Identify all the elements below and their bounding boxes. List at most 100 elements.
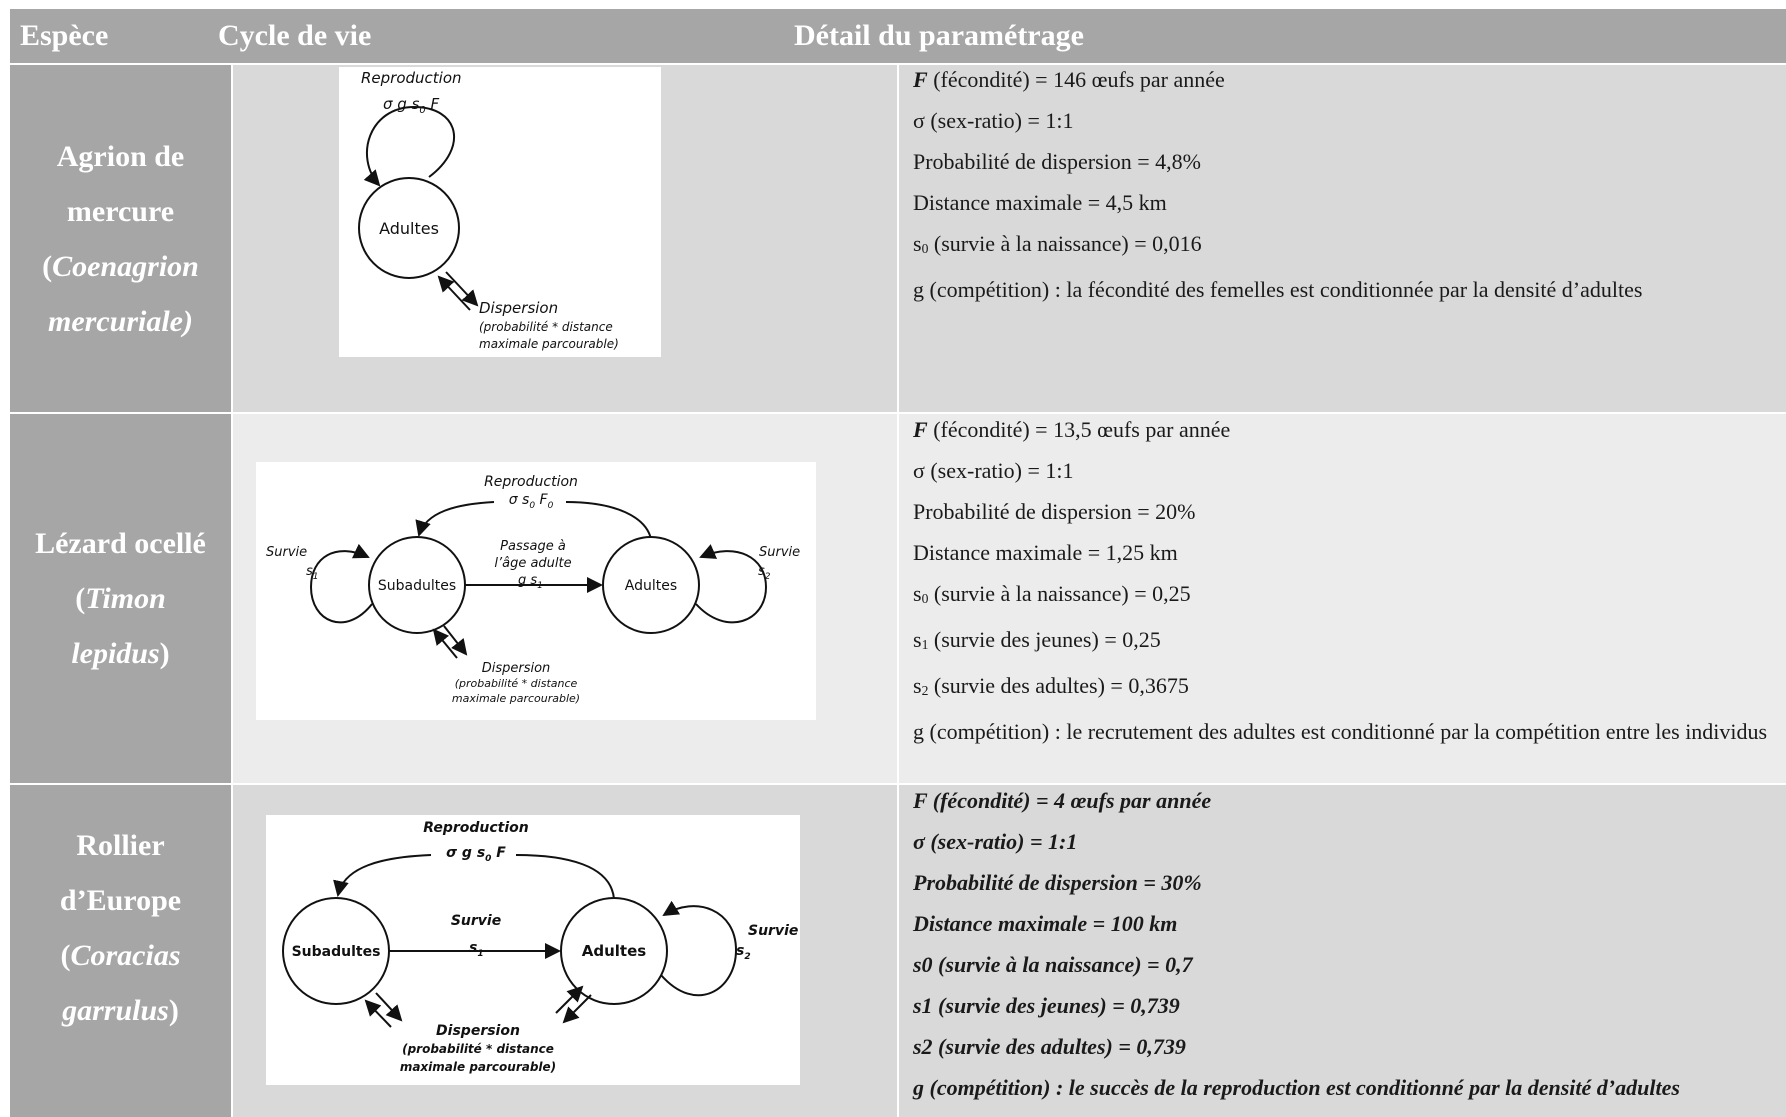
subadults-label: Subadultes	[378, 578, 456, 594]
dispersion-label: Dispersion	[436, 1023, 520, 1039]
species-scientific-name: lepidus	[71, 637, 160, 670]
dispersion-arrow-in-adults	[555, 985, 584, 1014]
dispersion-arrow-out-adults	[562, 994, 592, 1024]
species-cell: Agrion de mercure (Coenagrion mercuriale…	[10, 65, 231, 412]
life-cycle-cell: Reproduction σ s0 F0 Subadultes Adultes …	[233, 414, 897, 783]
survival-rate-left: s1	[306, 564, 319, 582]
adults-node	[602, 536, 700, 634]
reproduction-arrow	[333, 854, 432, 897]
species-name-line: Agrion de	[56, 139, 185, 173]
species-scientific-name: Coracias	[70, 939, 181, 972]
species-paren: (	[60, 939, 71, 972]
reproduction-arrow	[415, 501, 495, 537]
reproduction-arrow	[363, 105, 456, 187]
survival-label-left: Survie	[266, 545, 307, 560]
species-name-line: d’Europe	[59, 884, 182, 917]
species-paren: (	[75, 582, 86, 615]
param-line: g (compétition) : le recrutement des adu…	[913, 719, 1768, 744]
header-species: Espèce	[20, 19, 109, 52]
life-cycle-diagram: Reproduction σ g s0 F Adultes Dispersion…	[339, 67, 661, 357]
survival-rate-right: s2	[736, 943, 751, 962]
maturation-formula: g s1	[518, 573, 543, 591]
species-scientific-name: Timon	[85, 582, 166, 615]
survival-label-right: Survie	[748, 923, 798, 939]
param-line: F (fécondité) = 146 œufs par année	[913, 67, 1225, 92]
dispersion-detail: (probabilité * distance	[455, 677, 578, 690]
dispersion-arrow-out	[375, 992, 403, 1022]
life-cycle-cell: Reproduction σ g s0 F Subadultes Adultes…	[233, 785, 897, 1117]
adults-label: Adultes	[379, 219, 439, 238]
dispersion-arrow-in	[437, 275, 471, 311]
param-line: s0 (survie à la naissance) = 0,016	[913, 231, 1202, 256]
param-line: Probabilité de dispersion = 4,8%	[913, 149, 1201, 174]
life-cycle-cell: Reproduction σ g s0 F Adultes Dispersion…	[233, 65, 897, 412]
adults-node	[560, 897, 668, 1005]
species-cell: Rollier d’Europe (Coracias garrulus)	[10, 785, 231, 1117]
species-paren: (	[42, 249, 53, 283]
species-name-line: mercure	[66, 194, 175, 228]
reproduction-label: Reproduction	[423, 820, 529, 836]
param-line: g (compétition) : le succès de la reprod…	[913, 1075, 1680, 1100]
param-line: s0 (survie à la naissance) = 0,7	[913, 952, 1193, 977]
life-cycle-diagram-svg: Reproduction σ g s0 F Subadultes Adultes…	[282, 820, 798, 1074]
reproduction-formula: σ g s0 F	[446, 845, 506, 864]
reproduction-formula: σ s0 F0	[509, 492, 554, 511]
table-header: Espèce Cycle de vie Détail du paramétrag…	[10, 9, 1786, 63]
param-line: g (compétition) : la fécondité des femel…	[913, 277, 1643, 302]
life-cycle-diagram-svg: Reproduction σ g s0 F Adultes Dispersion…	[358, 69, 619, 351]
adults-label: Adultes	[625, 578, 677, 594]
parameters-cell: F (fécondité) = 4 œufs par année σ (sex-…	[899, 785, 1786, 1117]
parameters-cell: F (fécondité) = 146 œufs par année σ (se…	[899, 65, 1786, 412]
dispersion-arrow-in	[364, 999, 392, 1028]
adults-label: Adultes	[582, 942, 647, 960]
param-line: Distance maximale = 4,5 km	[913, 190, 1167, 215]
survival-label-right: Survie	[759, 545, 800, 560]
param-line: Probabilité de dispersion = 20%	[913, 499, 1196, 524]
survival-label-mid: Survie	[451, 913, 501, 929]
param-line: Distance maximale = 100 km	[913, 911, 1178, 936]
passage-label: Passage à	[500, 539, 566, 554]
subadults-label: Subadultes	[292, 944, 381, 960]
param-line: s0 (survie à la naissance) = 0,25	[913, 581, 1191, 606]
reproduction-arrow-tail	[515, 854, 615, 900]
parameters-list: F (fécondité) = 146 œufs par année σ (se…	[913, 65, 1786, 310]
dispersion-detail: (probabilité * distance	[402, 1042, 554, 1056]
dispersion-detail: maximale parcourable)	[400, 1060, 556, 1074]
param-line: s1 (survie des jeunes) = 0,25	[913, 627, 1161, 652]
param-line: σ (sex-ratio) = 1:1	[913, 829, 1078, 854]
species-name-line: Lézard ocellé	[35, 527, 206, 560]
header-life-cycle: Cycle de vie	[218, 19, 372, 52]
parameters-list: F (fécondité) = 4 œufs par année σ (sex-…	[913, 785, 1786, 1108]
param-line: s2 (survie des adultes) = 0,739	[913, 1034, 1186, 1059]
survival-loop-right	[695, 544, 768, 624]
dispersion-detail: (probabilité * distance	[479, 320, 613, 334]
life-cycle-diagram: Reproduction σ g s0 F Subadultes Adultes…	[266, 815, 800, 1085]
species-name-line: Rollier	[76, 829, 165, 862]
survival-loop-right	[660, 900, 738, 997]
reproduction-arrow-tail	[565, 501, 652, 540]
life-cycle-diagram: Reproduction σ s0 F0 Subadultes Adultes …	[256, 462, 816, 720]
survival-loop-left	[309, 543, 373, 624]
parameters-cell: F (fécondité) = 13,5 œufs par année σ (s…	[899, 414, 1786, 783]
adults-node	[358, 177, 460, 279]
param-line: Probabilité de dispersion = 30%	[913, 870, 1202, 895]
table-row: Lézard ocellé (Timon lepidus) Reproducti…	[10, 414, 1786, 783]
reproduction-label: Reproduction	[361, 69, 462, 87]
reproduction-label: Reproduction	[484, 474, 578, 490]
dispersion-label: Dispersion	[482, 661, 551, 676]
param-line: F (fécondité) = 4 œufs par année	[913, 788, 1212, 813]
dispersion-arrow-out	[443, 625, 468, 656]
param-line: σ (sex-ratio) = 1:1	[913, 458, 1074, 483]
survival-rate-mid: s1	[469, 940, 484, 959]
param-line: s2 (survie des adultes) = 0,3675	[913, 673, 1189, 698]
param-line: s1 (survie des jeunes) = 0,739	[913, 993, 1180, 1018]
species-cell: Lézard ocellé (Timon lepidus)	[10, 414, 231, 783]
species-paren: )	[159, 637, 170, 670]
table-row: Rollier d’Europe (Coracias garrulus) Rep…	[10, 785, 1786, 1117]
species-scientific-name: Coenagrion	[52, 249, 199, 283]
param-line: Distance maximale = 1,25 km	[913, 540, 1178, 565]
species-scientific-name: mercuriale)	[48, 304, 193, 338]
header-parameters: Détail du paramétrage	[794, 19, 1084, 52]
survival-rate-right: s2	[758, 564, 771, 582]
life-cycle-diagram-svg: Reproduction σ s0 F0 Subadultes Adultes …	[266, 474, 800, 705]
